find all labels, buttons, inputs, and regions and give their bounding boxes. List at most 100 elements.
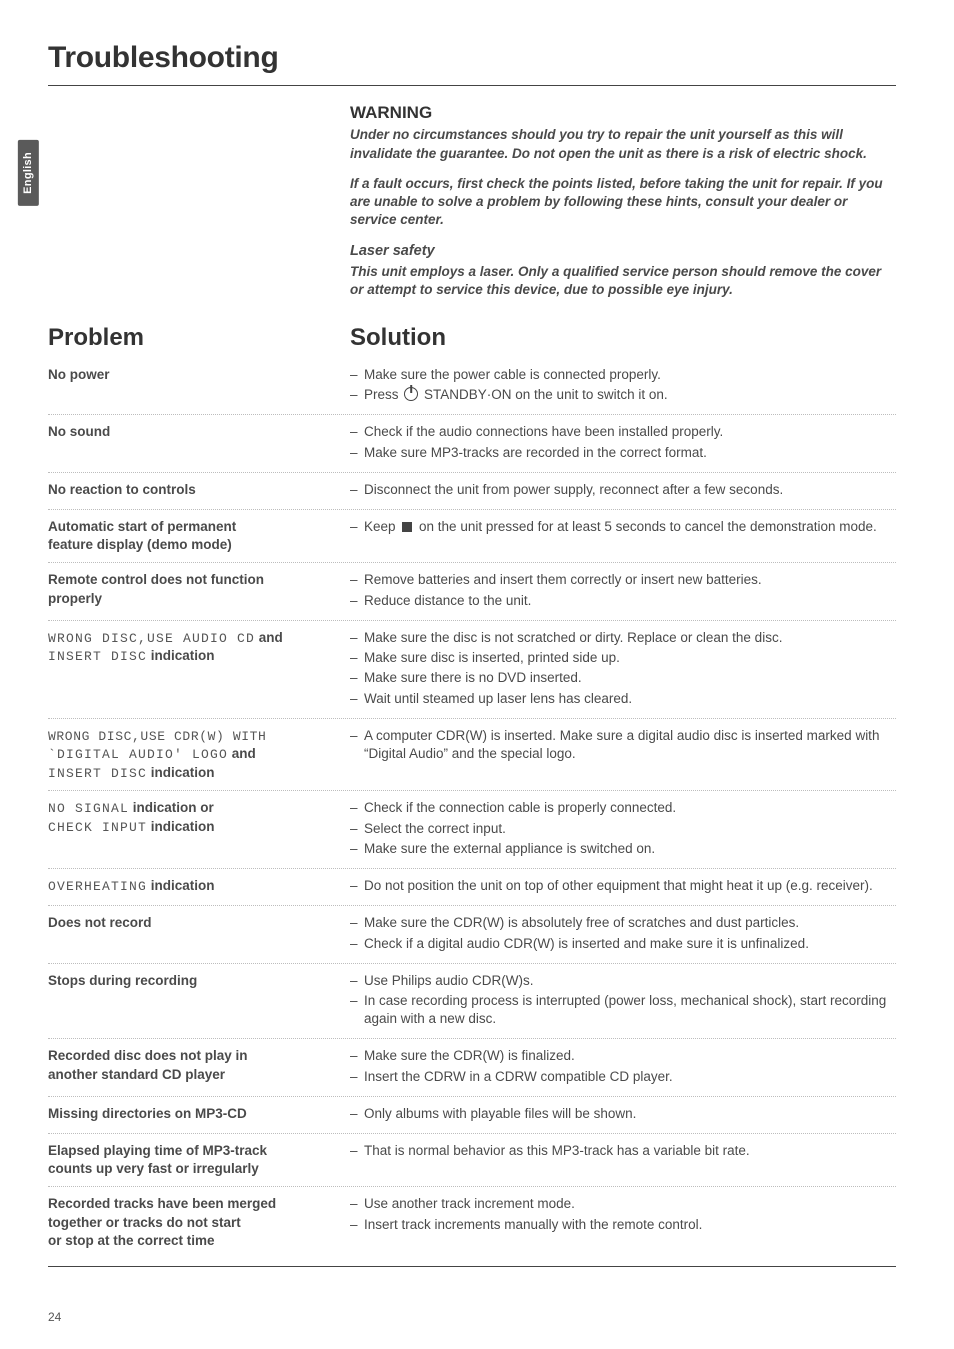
- table-row: Remote control does not functionproperly…: [48, 565, 896, 617]
- warning-heading: WARNING: [350, 102, 896, 125]
- problem-text: another standard CD player: [48, 1066, 332, 1084]
- table-row: Does not recordMake sure the CDR(W) is a…: [48, 908, 896, 960]
- solution-item: Do not position the unit on top of other…: [350, 877, 896, 895]
- problem-text: and: [228, 746, 256, 761]
- solution-list: Make sure the CDR(W) is finalized.Insert…: [350, 1047, 896, 1085]
- solution-cell: A computer CDR(W) is inserted. Make sure…: [350, 727, 896, 765]
- solution-item: Insert track increments manually with th…: [350, 1216, 896, 1234]
- solution-text: on the unit pressed for at least 5 secon…: [415, 519, 877, 534]
- problem-line: WRONG DISC,USE AUDIO CD and: [48, 629, 332, 648]
- table-row: Elapsed playing time of MP3-trackcounts …: [48, 1136, 896, 1184]
- laser-heading: Laser safety: [350, 242, 896, 262]
- solution-item: Press STANDBY·ON on the unit to switch i…: [350, 386, 896, 404]
- solution-item: Check if the connection cable is properl…: [350, 799, 896, 817]
- problem-cell: Missing directories on MP3-CD: [48, 1105, 350, 1123]
- solution-list: Make sure the power cable is connected p…: [350, 366, 896, 404]
- solution-list: Check if the connection cable is properl…: [350, 799, 896, 858]
- solution-text: Press: [364, 387, 402, 402]
- problem-text: Stops during recording: [48, 973, 197, 988]
- solution-item: Use another track increment mode.: [350, 1195, 896, 1213]
- table-row: WRONG DISC,USE CDR(W) WITH`DIGITAL AUDIO…: [48, 721, 896, 789]
- problem-text: Recorded disc does not play in: [48, 1047, 332, 1065]
- solution-cell: Make sure the disc is not scratched or d…: [350, 629, 896, 710]
- solution-item: Wait until steamed up laser lens has cle…: [350, 690, 896, 708]
- problem-cell: No reaction to controls: [48, 481, 350, 499]
- solution-cell: Make sure the CDR(W) is absolutely free …: [350, 914, 896, 954]
- solution-list: A computer CDR(W) is inserted. Make sure…: [350, 727, 896, 763]
- problem-cell: Recorded tracks have been mergedtogether…: [48, 1195, 350, 1250]
- solution-list: Do not position the unit on top of other…: [350, 877, 896, 895]
- problem-text: and: [255, 630, 283, 645]
- solution-item: Reduce distance to the unit.: [350, 592, 896, 610]
- solution-item: Make sure the CDR(W) is finalized.: [350, 1047, 896, 1065]
- solution-item: Disconnect the unit from power supply, r…: [350, 481, 896, 499]
- solution-list: Remove batteries and insert them correct…: [350, 571, 896, 609]
- page-title: Troubleshooting: [48, 38, 896, 79]
- solution-list: That is normal behavior as this MP3-trac…: [350, 1142, 896, 1160]
- problem-text: Missing directories on MP3-CD: [48, 1106, 247, 1121]
- table-row: No power Make sure the power cable is con…: [48, 360, 896, 412]
- solution-cell: Remove batteries and insert them correct…: [350, 571, 896, 611]
- problem-cell: Does not record: [48, 914, 350, 932]
- solution-cell: Make sure the power cable is connected p…: [350, 366, 896, 406]
- solution-item: In case recording process is interrupted…: [350, 992, 896, 1028]
- problem-line: CHECK INPUT indication: [48, 818, 332, 837]
- problem-line: INSERT DISC indication: [48, 647, 332, 666]
- solution-item: Make sure the disc is not scratched or d…: [350, 629, 896, 647]
- row-separator: [48, 620, 896, 621]
- lcd-text: INSERT DISC: [48, 766, 147, 781]
- problem-line: INSERT DISC indication: [48, 764, 332, 783]
- laser-para: This unit employs a laser. Only a qualif…: [350, 263, 896, 299]
- solution-list: Check if the audio connections have been…: [350, 423, 896, 461]
- title-rule: [48, 85, 896, 86]
- problem-text: counts up very fast or irregularly: [48, 1160, 332, 1178]
- row-separator: [48, 963, 896, 964]
- page-number: 24: [48, 1309, 61, 1325]
- columns-header: Problem Solution: [48, 322, 896, 354]
- solution-item: Only albums with playable files will be …: [350, 1105, 896, 1123]
- intro-block: WARNING Under no circumstances should yo…: [350, 102, 896, 300]
- solution-cell: Do not position the unit on top of other…: [350, 877, 896, 897]
- row-separator: [48, 1038, 896, 1039]
- table-row: NO SIGNAL indication orCHECK INPUT indic…: [48, 793, 896, 866]
- solution-heading: Solution: [350, 322, 446, 354]
- problem-line: NO SIGNAL indication or: [48, 799, 332, 818]
- solution-cell: That is normal behavior as this MP3-trac…: [350, 1142, 896, 1162]
- solution-item: Make sure there is no DVD inserted.: [350, 669, 896, 687]
- solution-item: Make sure the external appliance is swit…: [350, 840, 896, 858]
- bottom-rule: [48, 1266, 896, 1267]
- problem-heading: Problem: [48, 322, 350, 354]
- row-separator: [48, 1186, 896, 1187]
- lcd-text: WRONG DISC,USE CDR(W) WITH: [48, 729, 266, 744]
- row-separator: [48, 1133, 896, 1134]
- table-row: Stops during recordingUse Philips audio …: [48, 966, 896, 1037]
- problem-line: WRONG DISC,USE CDR(W) WITH: [48, 727, 332, 746]
- warning-para-2: If a fault occurs, first check the point…: [350, 175, 896, 230]
- solution-item: Make sure the CDR(W) is absolutely free …: [350, 914, 896, 932]
- problem-text: indication: [147, 765, 215, 780]
- problem-text: No sound: [48, 424, 110, 439]
- solution-cell: Only albums with playable files will be …: [350, 1105, 896, 1125]
- problem-text: indication: [147, 878, 215, 893]
- solution-cell: Check if the connection cable is properl…: [350, 799, 896, 860]
- lcd-text: INSERT DISC: [48, 649, 147, 664]
- solution-list: Make sure the CDR(W) is absolutely free …: [350, 914, 896, 952]
- table-row: No reaction to controls Disconnect the un…: [48, 475, 896, 507]
- solution-item: Make sure MP3-tracks are recorded in the…: [350, 444, 896, 462]
- lcd-text: OVERHEATING: [48, 879, 147, 894]
- table-row: OVERHEATING indication Do not position th…: [48, 871, 896, 903]
- problem-cell: No sound: [48, 423, 350, 441]
- problem-line: `DIGITAL AUDIO' LOGO and: [48, 745, 332, 764]
- lcd-text: NO SIGNAL: [48, 801, 129, 816]
- problem-text: No power: [48, 367, 110, 382]
- table-row: WRONG DISC,USE AUDIO CD andINSERT DISC i…: [48, 623, 896, 716]
- table-row: No sound Check if the audio connections h…: [48, 417, 896, 469]
- problem-cell: Recorded disc does not play inanother st…: [48, 1047, 350, 1083]
- solution-text: Keep: [364, 519, 399, 534]
- problem-text: No reaction to controls: [48, 482, 196, 497]
- power-icon: [404, 387, 418, 401]
- solution-list: Use another track increment mode. Insert …: [350, 1195, 896, 1233]
- problem-cell: Automatic start of permanentfeature disp…: [48, 518, 350, 554]
- solution-item: Keep on the unit pressed for at least 5 …: [350, 518, 896, 536]
- solution-cell: Disconnect the unit from power supply, r…: [350, 481, 896, 501]
